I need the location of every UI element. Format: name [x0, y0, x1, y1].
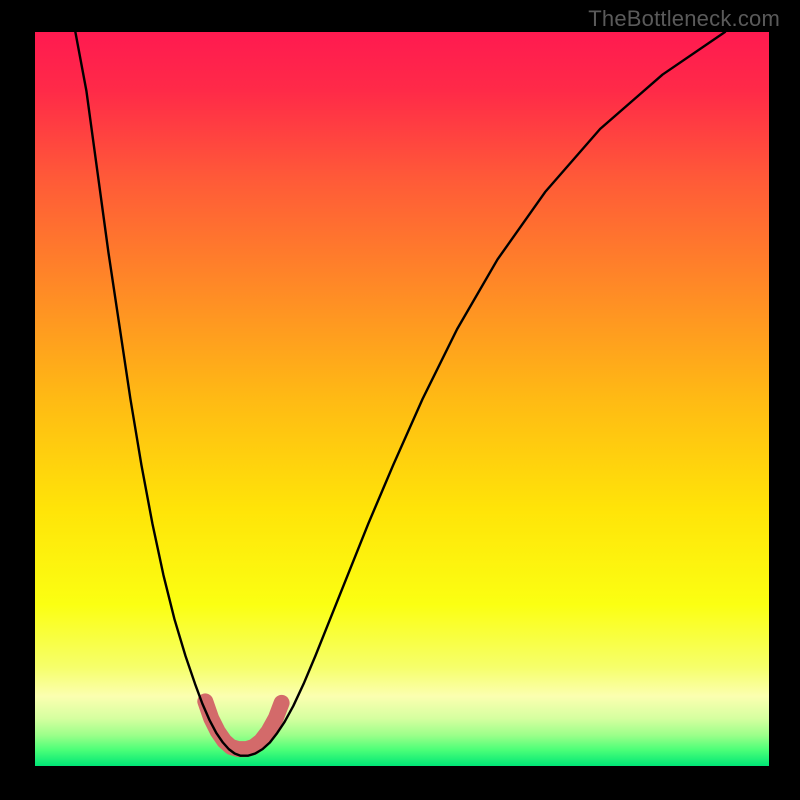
plot-area	[35, 32, 769, 766]
bottleneck-curve	[75, 32, 725, 756]
curve-layer	[35, 32, 769, 766]
watermark-text: TheBottleneck.com	[588, 6, 780, 32]
